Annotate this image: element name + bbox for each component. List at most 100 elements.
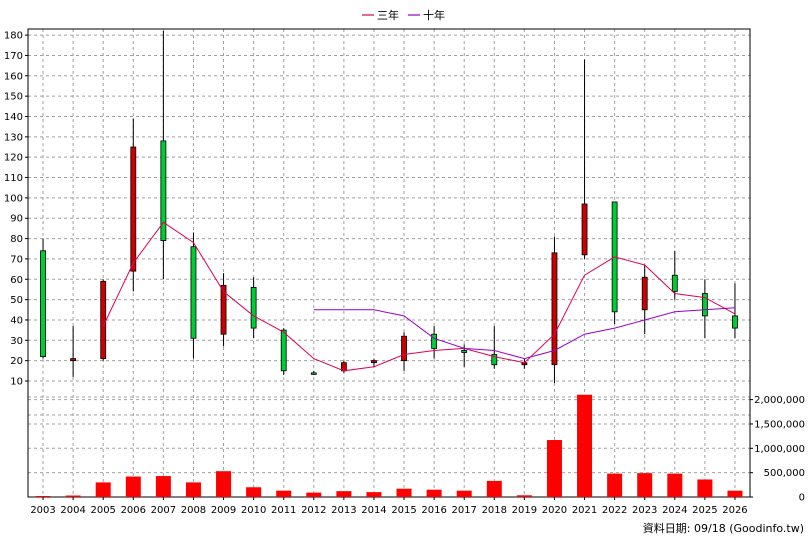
year-tick-label: 2018	[482, 505, 507, 516]
candle	[100, 279, 107, 361]
year-tick-label: 2008	[181, 505, 206, 516]
year-axis: 2003 2004 2005 2006 2007 2008 2009 2010 2011 2012…	[30, 497, 748, 516]
year-tick-label: 2010	[241, 505, 266, 516]
volume-bar	[336, 491, 352, 497]
year-tick-label: 2025	[692, 505, 717, 516]
volume-bar	[727, 490, 743, 497]
candle-body	[100, 280, 107, 360]
volume-bar	[276, 490, 292, 497]
volume-bar	[456, 490, 472, 497]
candle	[371, 358, 377, 367]
ma-line-10y	[313, 307, 736, 360]
volume-tick-label: 1,500,000	[754, 419, 805, 430]
year-tick-label: 2022	[602, 505, 627, 516]
price-tick-label: 50	[10, 295, 23, 306]
candle-body	[581, 203, 588, 256]
ma-line-3y	[102, 221, 736, 372]
volume-bar	[486, 480, 502, 497]
volume-bar	[396, 488, 412, 497]
candle-body	[70, 358, 77, 362]
price-tick-label: 40	[10, 315, 23, 326]
volume-tick-label: 500,000	[764, 468, 805, 479]
year-tick-label: 2013	[331, 505, 356, 516]
volume-bars	[35, 394, 743, 497]
candle-body	[461, 350, 468, 353]
year-tick-label: 2026	[722, 505, 747, 516]
legend-label: 三年	[377, 8, 399, 22]
candle-body	[701, 293, 708, 317]
candle-body	[160, 140, 167, 242]
candle-body	[310, 372, 317, 375]
volume-bar	[546, 440, 562, 497]
year-tick-label: 2006	[121, 505, 146, 516]
price-tick-label: 160	[4, 71, 23, 82]
candle-body	[280, 329, 287, 372]
price-grid	[28, 29, 750, 497]
candle-body	[641, 276, 648, 311]
candle	[491, 326, 498, 369]
price-tick-label: 90	[10, 214, 23, 225]
price-tick-label: 20	[10, 356, 23, 367]
candle	[280, 328, 287, 375]
price-tick-label: 30	[10, 336, 23, 347]
year-tick-label: 2020	[542, 505, 567, 516]
year-tick-label: 2004	[60, 505, 85, 516]
candles	[40, 31, 738, 384]
price-tick-label: 140	[4, 112, 23, 123]
candle	[551, 236, 558, 384]
volume-bar	[516, 495, 532, 497]
candle	[250, 277, 257, 339]
price-tick-label: 170	[4, 51, 23, 62]
volume-bar	[185, 482, 201, 497]
candle	[160, 31, 167, 280]
price-tick-label: 150	[4, 92, 23, 103]
price-tick-label: 100	[4, 193, 23, 204]
year-tick-label: 2011	[271, 505, 296, 516]
volume-bar	[95, 482, 111, 497]
volume-tick-label: 0	[799, 493, 805, 504]
year-tick-label: 2024	[662, 505, 687, 516]
moving-average-lines	[102, 221, 736, 372]
year-tick-label: 2021	[572, 505, 597, 516]
candle-body	[220, 284, 227, 335]
year-tick-label: 2005	[90, 505, 115, 516]
volume-bar	[125, 476, 141, 497]
volume-bar	[607, 473, 623, 497]
volume-axis: 0 500,000 1,000,000 1,500,000 2,000,000	[750, 395, 805, 504]
data-date-note: 資料日期: 09/18 (Goodinfo.tw)	[643, 521, 804, 535]
candle-body	[401, 335, 407, 362]
volume-bar	[577, 394, 593, 497]
volume-bar	[65, 495, 81, 497]
year-tick-label: 2014	[361, 505, 386, 516]
candle-body	[491, 354, 498, 366]
volume-bar	[246, 487, 262, 497]
year-tick-label: 2017	[451, 505, 476, 516]
price-tick-label: 120	[4, 153, 23, 164]
volume-bar	[637, 473, 653, 497]
price-axis: 10 20 30 40 50 60 70 80 90 100 110 120 130 140 150 160 1…	[4, 31, 28, 388]
candle	[431, 326, 438, 359]
legend-item: 十年	[408, 8, 445, 22]
candle-body	[250, 287, 257, 329]
candle	[732, 283, 738, 339]
volume-bar	[426, 489, 442, 497]
volume-bar	[35, 496, 51, 497]
year-tick-label: 2012	[301, 505, 326, 516]
candle	[671, 250, 678, 300]
price-tick-label: 180	[4, 31, 23, 42]
price-tick-label: 70	[10, 254, 23, 265]
candle-body	[551, 252, 558, 366]
candle	[220, 273, 227, 347]
volume-tick-label: 2,000,000	[754, 395, 805, 406]
volume-bar	[697, 479, 713, 497]
candle	[701, 279, 708, 339]
volume-bar	[306, 492, 322, 497]
year-tick-label: 2016	[421, 505, 446, 516]
candle	[581, 59, 588, 259]
year-tick-label: 2009	[211, 505, 236, 516]
price-tick-label: 80	[10, 234, 23, 245]
volume-bar	[155, 476, 171, 497]
candle	[611, 201, 618, 325]
volume-tick-label: 1,000,000	[754, 444, 805, 455]
